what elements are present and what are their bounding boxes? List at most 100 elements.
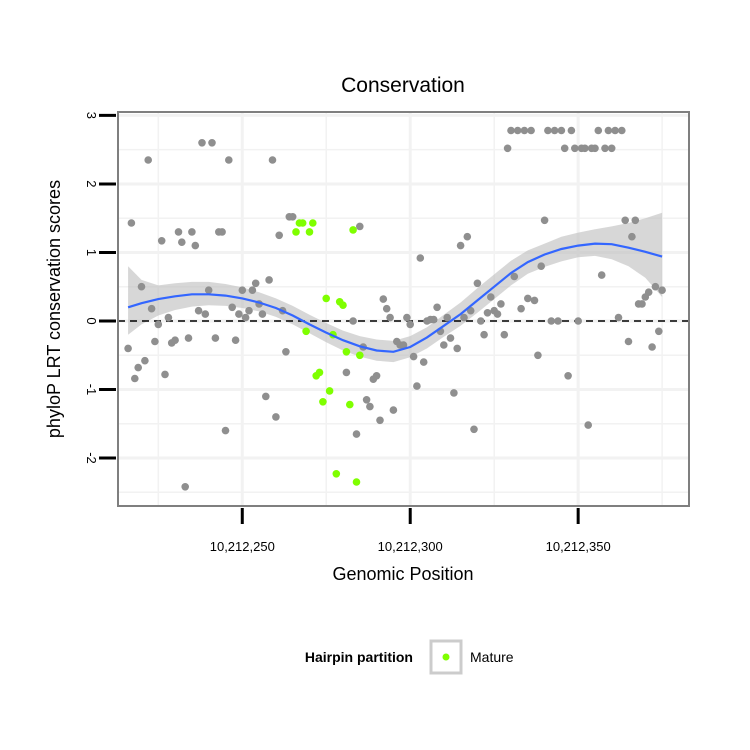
data-point	[389, 406, 398, 414]
data-point	[137, 282, 146, 291]
data-point	[127, 219, 136, 227]
data-point	[651, 282, 660, 291]
y-tick-label: -2	[84, 452, 99, 464]
data-point-mature	[302, 327, 310, 336]
x-tick-label: 10,212,350	[546, 539, 611, 554]
data-point	[581, 144, 589, 153]
data-point-mature	[319, 398, 327, 406]
data-point	[238, 286, 247, 295]
data-point	[658, 286, 666, 295]
data-point	[141, 356, 149, 365]
smooth-curve	[127, 242, 663, 353]
data-point	[631, 216, 640, 225]
data-point-mature	[325, 387, 334, 395]
data-point	[557, 126, 566, 135]
data-point-mature	[332, 470, 341, 478]
y-axis: -2 -1 0 1 2 3	[84, 112, 116, 464]
data-point	[571, 144, 579, 153]
data-point	[601, 144, 609, 153]
data-point	[510, 272, 519, 281]
data-point	[204, 286, 213, 295]
data-point	[463, 232, 472, 241]
data-point	[174, 228, 183, 236]
data-point	[225, 156, 233, 164]
data-point	[356, 222, 364, 231]
data-point-mature	[322, 294, 331, 303]
y-tick-label: 3	[84, 112, 99, 119]
data-point	[540, 216, 549, 225]
data-point	[275, 231, 284, 240]
data-point	[198, 139, 206, 147]
data-point	[500, 330, 509, 339]
data-point	[362, 396, 371, 404]
data-point	[473, 279, 482, 288]
grid	[118, 112, 689, 506]
legend-title: Hairpin partition	[305, 649, 413, 665]
data-point	[567, 126, 576, 135]
data-point	[554, 317, 562, 325]
data-point	[544, 126, 552, 135]
data-point	[134, 363, 142, 372]
chart-title: Conservation	[341, 74, 465, 97]
data-point	[520, 126, 529, 135]
data-point	[265, 276, 273, 284]
data-point	[372, 372, 381, 380]
data-point	[456, 241, 465, 250]
data-point-mature	[292, 228, 300, 236]
data-point-mature	[342, 348, 351, 356]
data-point-mature	[352, 478, 361, 486]
data-point	[352, 430, 361, 438]
data-point	[443, 313, 452, 322]
data-point	[450, 389, 458, 397]
data-point	[618, 126, 626, 135]
data-point	[453, 344, 462, 353]
data-point	[188, 228, 196, 236]
data-point-mature	[339, 301, 347, 310]
data-point	[164, 313, 173, 322]
legend: Hairpin partition Mature	[305, 639, 514, 675]
data-point	[144, 156, 152, 164]
data-point	[194, 306, 203, 315]
data-point	[648, 343, 656, 351]
data-point	[440, 341, 448, 349]
data-point	[594, 126, 603, 135]
data-point	[191, 241, 200, 250]
data-point	[184, 334, 193, 342]
data-point	[621, 216, 629, 225]
data-point	[409, 352, 418, 361]
data-point	[248, 286, 257, 295]
data-point	[211, 334, 220, 342]
data-point	[527, 126, 535, 135]
data-point	[517, 304, 525, 313]
data-point	[604, 126, 613, 135]
data-point	[406, 320, 415, 329]
data-point	[419, 358, 428, 366]
data-point-mature	[315, 368, 324, 377]
data-point	[235, 310, 243, 318]
data-point	[446, 334, 455, 342]
data-point	[564, 372, 572, 380]
data-point	[487, 293, 495, 301]
data-point	[258, 310, 267, 318]
data-point-mature	[305, 228, 314, 236]
data-point	[349, 317, 357, 325]
data-point	[597, 271, 606, 279]
data-point	[614, 313, 623, 322]
data-point-mature	[349, 226, 357, 234]
data-point	[147, 304, 156, 313]
data-point	[268, 156, 277, 164]
data-point	[382, 304, 391, 313]
data-point	[429, 315, 438, 324]
data-point	[416, 254, 425, 262]
confidence-band-area	[128, 212, 663, 363]
data-point	[550, 126, 559, 135]
data-point	[403, 313, 411, 322]
data-point	[493, 310, 502, 318]
data-point	[178, 238, 186, 246]
data-point	[477, 317, 485, 325]
data-point	[611, 126, 619, 135]
smooth-line	[127, 242, 663, 353]
data-point	[218, 228, 226, 236]
data-point	[157, 237, 166, 245]
